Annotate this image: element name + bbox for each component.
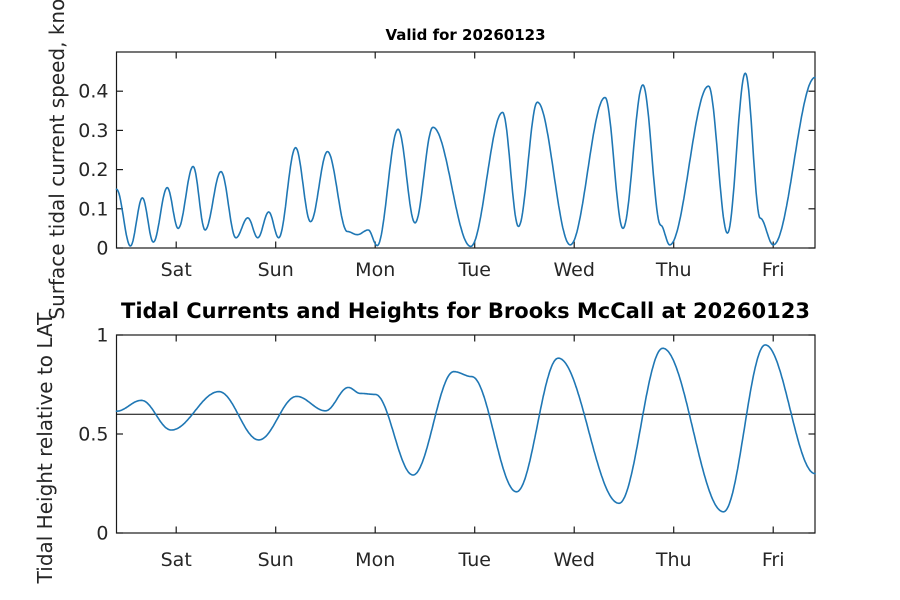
svg-text:Wed: Wed bbox=[553, 259, 594, 281]
svg-text:0.1: 0.1 bbox=[78, 198, 108, 220]
svg-text:Tue: Tue bbox=[457, 259, 490, 281]
svg-text:Sat: Sat bbox=[161, 259, 192, 281]
current-speed-plot: Sat Sun Mon Tue Wed Thu Fri 0 0.1 0.2 0.3 0.4 bbox=[78, 51, 816, 281]
svg-text:0.5: 0.5 bbox=[78, 424, 108, 446]
svg-text:1: 1 bbox=[96, 325, 108, 347]
svg-text:Sun: Sun bbox=[258, 259, 294, 281]
svg-text:0.2: 0.2 bbox=[78, 159, 108, 181]
bottom-chart-title: Tidal Currents and Heights for Brooks Mc… bbox=[121, 299, 810, 323]
svg-text:Tue: Tue bbox=[457, 549, 490, 571]
tidal-height-plot: Sat Sun Mon Tue Wed Thu Fri 0 0.5 1 bbox=[78, 325, 816, 571]
svg-text:Thu: Thu bbox=[655, 549, 692, 571]
svg-text:0.4: 0.4 bbox=[78, 81, 108, 103]
top-chart-title: Valid for 20260123 bbox=[385, 26, 546, 44]
svg-text:Wed: Wed bbox=[553, 549, 594, 571]
svg-text:0: 0 bbox=[96, 238, 108, 260]
svg-text:Mon: Mon bbox=[355, 259, 395, 281]
svg-text:Sat: Sat bbox=[161, 549, 192, 571]
svg-text:0: 0 bbox=[96, 523, 108, 545]
svg-text:0.3: 0.3 bbox=[78, 120, 108, 142]
svg-text:Mon: Mon bbox=[355, 549, 395, 571]
svg-text:Thu: Thu bbox=[655, 259, 692, 281]
svg-text:Sun: Sun bbox=[258, 549, 294, 571]
svg-text:Fri: Fri bbox=[762, 259, 785, 281]
svg-text:Fri: Fri bbox=[762, 549, 785, 571]
